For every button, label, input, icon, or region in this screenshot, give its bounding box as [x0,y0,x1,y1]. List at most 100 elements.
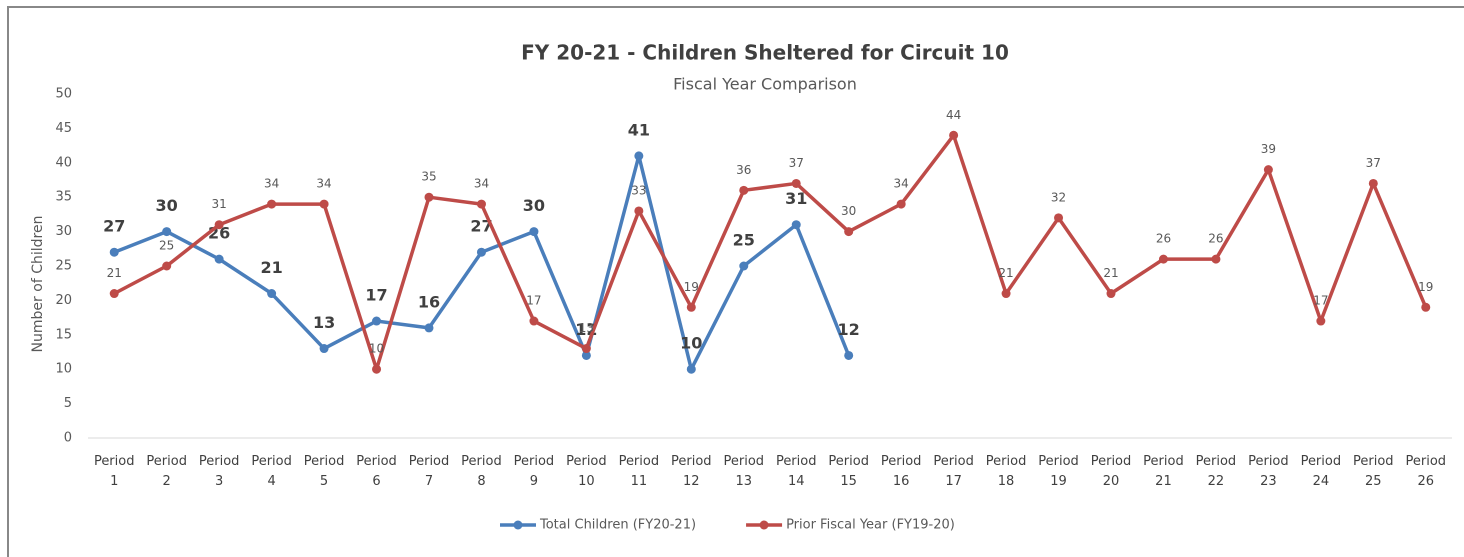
marker [1054,213,1064,223]
y-tick-label: 5 [64,396,72,411]
data-label: 21 [998,266,1013,280]
x-tick-label: Period 11 [618,454,660,489]
marker [1158,254,1168,264]
y-tick-label: 10 [55,362,72,377]
data-label: 12 [838,320,860,339]
data-label: 34 [316,177,331,191]
x-tick-label: Period 4 [251,454,292,489]
marker [1421,302,1431,312]
marker [372,364,382,374]
series-line [113,133,1428,371]
marker [424,192,434,202]
data-label: 21 [107,266,122,280]
marker [267,289,277,299]
y-tick-label: 40 [55,155,72,170]
marker [476,247,486,257]
marker [529,227,539,237]
data-label: 34 [264,177,279,191]
data-label: 25 [159,239,174,253]
data-label: 34 [894,177,909,191]
marker [686,302,696,312]
data-label: 17 [1313,294,1328,308]
marker [424,323,434,333]
marker [162,227,172,237]
data-label: 27 [103,217,125,236]
data-label: 26 [1208,232,1223,246]
y-tick-label: 20 [55,293,72,308]
marker [1001,289,1011,299]
y-tick-label: 45 [55,121,72,136]
marker [581,350,591,360]
data-label: 16 [418,292,440,311]
data-label: 26 [1156,232,1171,246]
data-label: 30 [841,204,856,218]
marker [162,261,172,271]
data-label: 37 [789,156,804,170]
data-label: 37 [1366,156,1381,170]
x-tick-label: Period 10 [566,454,607,489]
data-label: 21 [260,258,282,277]
legend-label: Total Children (FY20-21) [539,518,696,533]
data-label: 21 [1103,266,1118,280]
data-label: 44 [946,108,961,122]
marker [372,316,382,326]
data-label: 35 [421,170,436,184]
x-tick-label: Period 26 [1405,454,1447,489]
data-label: 19 [684,280,699,294]
y-tick-label: 0 [64,431,72,446]
data-label: 10 [369,342,384,356]
x-tick-label: Period 1 [93,454,135,489]
marker [476,199,486,209]
x-tick-label: Period 9 [513,454,555,489]
marker [529,316,539,326]
data-label: 30 [523,196,545,215]
marker [739,261,749,271]
x-tick-label: Period 12 [671,454,712,489]
marker [267,199,277,209]
x-tick-label: Period 18 [985,454,1027,489]
marker [1263,165,1273,175]
marker [319,199,329,209]
marker [739,185,749,195]
x-tick-label: Period 14 [775,454,817,489]
y-tick-label: 15 [55,327,72,342]
x-tick-label: Period 2 [146,454,187,489]
data-label: 27 [470,217,492,236]
marker [319,344,329,354]
marker [791,178,801,188]
data-label: 30 [156,196,178,215]
data-label: 39 [1261,142,1276,156]
data-label: 13 [313,313,335,332]
data-label: 19 [1418,280,1433,294]
legend-marker [513,520,523,530]
x-tick-label: Period 20 [1090,454,1132,489]
y-tick-label: 25 [55,259,72,274]
y-tick-label: 30 [55,224,72,239]
x-tick-label: Period 17 [933,454,974,489]
marker [634,206,644,216]
x-tick-label: Period 7 [408,454,450,489]
chart-subtitle: Fiscal Year Comparison [673,75,857,94]
data-label: 33 [631,183,646,197]
legend-marker [759,520,769,530]
x-tick-label: Period 24 [1300,454,1342,489]
marker [896,199,906,209]
marker [214,254,224,264]
marker [686,364,696,374]
x-tick-label: Period 6 [356,454,397,489]
y-tick-label: 50 [55,87,72,102]
marker [1106,289,1116,299]
marker [791,220,801,230]
x-tick-label: Period 25 [1353,454,1394,489]
data-label: 31 [785,189,807,208]
marker [581,344,591,354]
data-label: 41 [628,120,650,139]
x-tick-label: Period 3 [198,454,240,489]
x-tick-label: Period 23 [1248,454,1289,489]
data-label: 32 [1051,190,1066,204]
y-tick-label: 35 [55,190,72,205]
data-label: 17 [526,294,541,308]
marker [844,227,854,237]
data-label: 36 [736,163,751,177]
